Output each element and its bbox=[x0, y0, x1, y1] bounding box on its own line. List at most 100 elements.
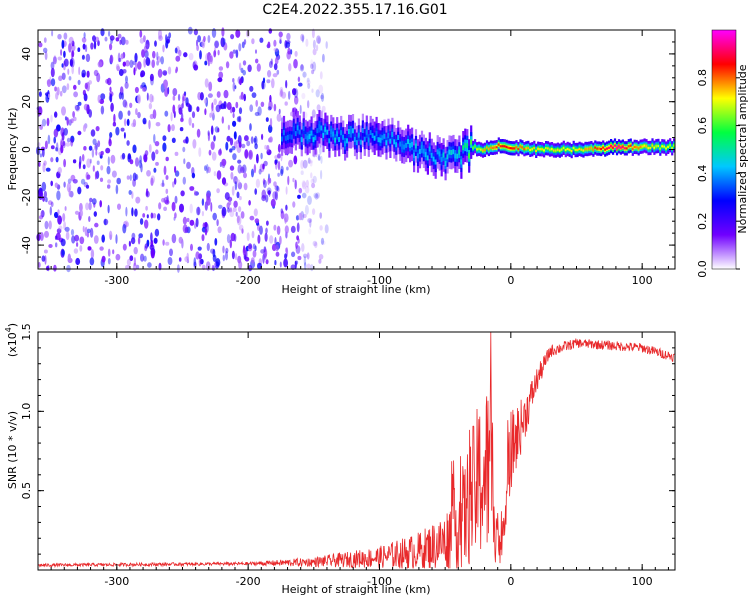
heatmap-cell bbox=[81, 73, 86, 78]
heatmap-cell bbox=[62, 140, 66, 149]
heatmap-cell bbox=[101, 255, 106, 263]
heatmap-cell bbox=[83, 181, 89, 188]
heatmap-cell bbox=[251, 168, 254, 178]
heatmap-cell bbox=[115, 126, 120, 136]
heatmap-cell bbox=[99, 200, 102, 208]
heatmap-cell bbox=[87, 228, 91, 234]
heatmap-cell bbox=[287, 175, 290, 186]
heatmap-cell bbox=[177, 93, 181, 102]
heatmap-cell bbox=[174, 47, 178, 54]
heatmap-cell bbox=[140, 70, 146, 77]
heatmap-cell bbox=[613, 144, 617, 147]
heatmap-cell bbox=[649, 146, 652, 150]
heatmap-cell bbox=[106, 165, 111, 175]
heatmap-cell bbox=[174, 165, 177, 174]
heatmap-cell bbox=[232, 153, 237, 161]
heatmap-cell bbox=[172, 88, 178, 96]
heatmap-cell bbox=[204, 221, 208, 228]
heatmap-cell bbox=[88, 216, 91, 222]
heatmap-cell bbox=[213, 50, 217, 58]
heatmap-cell bbox=[171, 233, 177, 244]
heatmap-cell bbox=[221, 177, 227, 185]
heatmap-cell bbox=[63, 181, 66, 188]
heatmap-cell bbox=[238, 62, 242, 71]
heatmap-cell bbox=[43, 160, 47, 166]
heatmap-cell bbox=[132, 144, 137, 154]
heatmap-cell bbox=[218, 149, 222, 156]
heatmap-cell bbox=[208, 81, 213, 92]
heatmap-cell bbox=[169, 248, 173, 257]
heatmap-cell bbox=[174, 177, 177, 185]
heatmap-cell bbox=[375, 131, 378, 137]
heatmap-cell bbox=[566, 147, 569, 151]
heatmap-cell bbox=[41, 181, 47, 192]
heatmap-cell bbox=[401, 144, 404, 150]
heatmap-cell bbox=[138, 233, 143, 239]
heatmap-cell bbox=[106, 77, 112, 86]
heatmap-cell bbox=[311, 28, 315, 39]
heatmap-cell bbox=[39, 232, 44, 241]
heatmap-cell bbox=[309, 219, 312, 228]
heatmap-cell bbox=[68, 36, 74, 45]
heatmap-cell bbox=[236, 116, 241, 122]
heatmap-cell bbox=[186, 217, 190, 223]
heatmap-cell bbox=[310, 264, 314, 272]
heatmap-cell bbox=[505, 145, 508, 149]
heatmap-cell bbox=[305, 38, 309, 47]
heatmap-cell bbox=[550, 148, 554, 151]
heatmap-cell bbox=[195, 251, 200, 260]
heatmap-cell bbox=[66, 137, 71, 143]
heatmap-cell bbox=[81, 154, 85, 162]
heatmap-cell bbox=[134, 52, 138, 63]
heatmap-cell bbox=[299, 104, 302, 115]
heatmap-cell bbox=[121, 152, 126, 160]
heatmap-cell bbox=[274, 244, 279, 252]
heatmap-cell bbox=[65, 142, 71, 147]
heatmap-cell bbox=[527, 146, 530, 150]
heatmap-cell bbox=[531, 148, 534, 151]
heatmap-cell bbox=[151, 151, 156, 161]
heatmap-cell bbox=[207, 166, 211, 173]
heatmap-cell bbox=[310, 59, 314, 67]
heatmap-cell bbox=[266, 144, 270, 152]
heatmap-cell bbox=[209, 112, 212, 118]
heatmap-cell bbox=[209, 54, 214, 65]
heatmap-cell bbox=[197, 92, 202, 101]
heatmap-cell bbox=[86, 232, 90, 238]
heatmap-cell bbox=[213, 98, 217, 106]
heatmap-cell bbox=[320, 237, 325, 245]
heatmap-cell bbox=[346, 138, 349, 144]
heatmap-cell bbox=[226, 135, 231, 142]
heatmap-cell bbox=[66, 83, 70, 91]
heatmap-cell bbox=[277, 160, 281, 171]
heatmap-cell bbox=[205, 261, 211, 271]
heatmap-cell bbox=[230, 171, 234, 180]
heatmap-cell bbox=[259, 225, 263, 235]
heatmap-cell bbox=[533, 146, 536, 150]
heatmap-cell bbox=[53, 136, 56, 144]
heatmap-cell bbox=[164, 87, 169, 97]
heatmap-cell bbox=[95, 126, 100, 132]
heatmap-cell bbox=[308, 134, 311, 139]
heatmap-cell bbox=[578, 147, 581, 150]
heatmap-cell bbox=[238, 107, 243, 115]
heatmap-cell bbox=[230, 34, 235, 40]
heatmap-cell bbox=[456, 153, 459, 159]
x-tick-label: 100 bbox=[632, 274, 653, 287]
heatmap-cell bbox=[409, 143, 412, 148]
heatmap-cell bbox=[273, 103, 277, 112]
heatmap-cell bbox=[321, 240, 326, 246]
heatmap-cell bbox=[64, 206, 67, 211]
heatmap-cell bbox=[108, 138, 112, 147]
heatmap-cell bbox=[214, 238, 218, 246]
heatmap-cell bbox=[249, 123, 252, 131]
heatmap-cell bbox=[253, 137, 257, 143]
heatmap-cell bbox=[131, 122, 136, 128]
heatmap-cell bbox=[100, 150, 104, 156]
heatmap-cell bbox=[86, 174, 91, 180]
heatmap-cell bbox=[146, 214, 149, 219]
heatmap-cell bbox=[44, 220, 49, 230]
heatmap-cell bbox=[311, 69, 315, 75]
heatmap-cell bbox=[139, 37, 145, 44]
heatmap-cell bbox=[144, 219, 149, 229]
